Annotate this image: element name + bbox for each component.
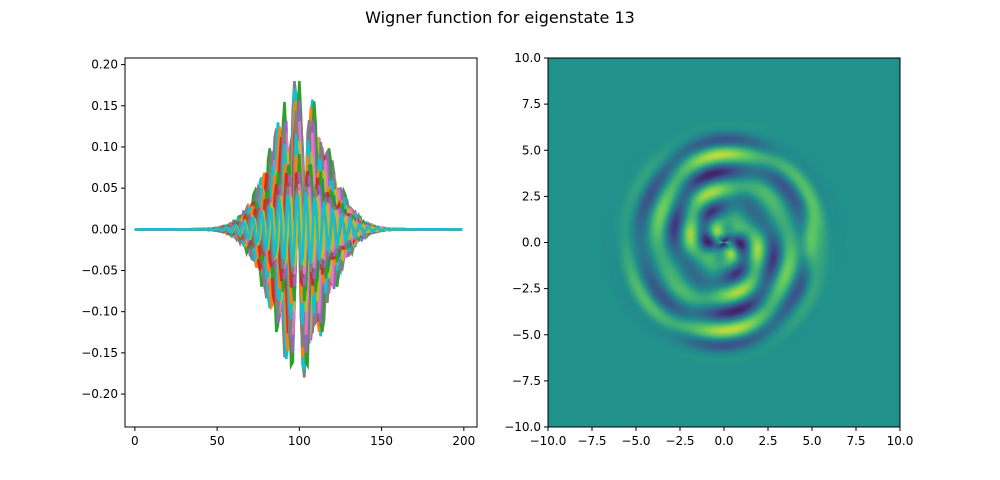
left-y-tick-label: −0.20 [81,387,118,401]
left-x-axis: 0 50 100 150 200 [131,427,475,448]
right-y-tick-label: −7.5 [512,374,541,388]
left-axes-frame [124,57,478,428]
heatmap-canvas [548,58,900,427]
right-y-tick-label: 2.5 [522,189,541,203]
right-y-tick-label: 0.0 [522,236,541,250]
right-x-tick-label: 10.0 [887,434,914,448]
right-y-tick-label: 7.5 [522,97,541,111]
left-x-tick-label: 100 [288,434,311,448]
right-y-axis: 10.0 7.5 5.0 2.5 0.0 −2.5 −5.0 −7.5 −10.0 [504,51,548,434]
left-line-plot: 0 50 100 150 200 0.20 0.15 0.10 0.05 0.00 −0.05 −0… [81,57,478,448]
right-x-tick-label: 2.5 [758,434,777,448]
left-x-tick-label: 150 [370,434,393,448]
right-y-tick-label: −2.5 [512,282,541,296]
left-y-tick-label: 0.00 [91,222,118,236]
right-y-tick-label: 5.0 [522,143,541,157]
left-x-tick-label: 0 [131,434,139,448]
right-y-tick-label: −10.0 [504,420,541,434]
left-series-line [134,191,463,268]
heatmap-image-holder [548,58,900,427]
right-y-tick-label: −5.0 [512,328,541,342]
left-x-tick-label: 50 [209,434,224,448]
figure-title: Wigner function for eigenstate 13 [365,8,635,27]
left-x-tick-label: 200 [452,434,475,448]
right-x-tick-label: −5.0 [621,434,650,448]
right-x-tick-label: 0.0 [714,434,733,448]
right-x-tick-label: −7.5 [577,434,606,448]
left-y-tick-label: 0.15 [91,99,118,113]
right-x-axis: −10.0 −7.5 −5.0 −2.5 0.0 2.5 5.0 7.5 10.0 [530,427,914,448]
right-x-tick-label: 7.5 [846,434,865,448]
right-x-tick-label: −10.0 [530,434,567,448]
left-y-tick-label: 0.10 [91,140,118,154]
right-y-tick-label: 10.0 [514,51,541,65]
left-y-axis: 0.20 0.15 0.10 0.05 0.00 −0.05 −0.10 −0.15 −0.20 [81,58,125,401]
left-series-group [134,80,463,378]
right-heatmap-plot: −10.0 −7.5 −5.0 −2.5 0.0 2.5 5.0 7.5 10.0 10.0 7.… [504,51,913,448]
right-x-tick-label: 5.0 [802,434,821,448]
left-y-tick-label: −0.15 [81,346,118,360]
right-x-tick-label: −2.5 [665,434,694,448]
left-y-tick-label: 0.05 [91,181,118,195]
left-y-tick-label: −0.10 [81,305,118,319]
left-y-tick-label: 0.20 [91,58,118,72]
left-y-tick-label: −0.05 [81,264,118,278]
